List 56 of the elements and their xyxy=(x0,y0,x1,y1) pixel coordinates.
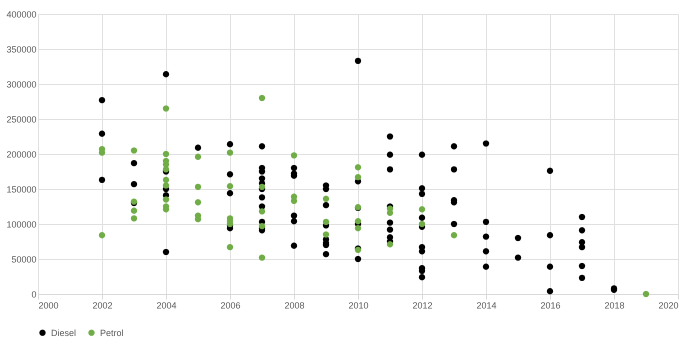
point xyxy=(130,208,138,214)
point xyxy=(130,147,138,154)
point xyxy=(290,152,298,159)
legend-label: Petrol xyxy=(100,328,124,338)
y-tick-label: 150000 xyxy=(6,184,36,194)
point xyxy=(162,105,170,112)
x-tick-label: 2010 xyxy=(348,300,369,310)
point xyxy=(162,150,170,158)
point xyxy=(226,183,234,190)
point xyxy=(162,176,170,184)
y-tick-label: 350000 xyxy=(6,44,36,54)
point xyxy=(258,222,266,230)
x-tick-label: 2000 xyxy=(38,300,59,310)
point xyxy=(354,174,362,180)
x-tick-label: 2002 xyxy=(92,300,113,310)
point xyxy=(162,196,170,203)
point xyxy=(322,218,330,226)
x-tick-label: 2004 xyxy=(156,300,177,310)
point xyxy=(226,244,234,250)
y-tick-label: 100000 xyxy=(6,220,36,230)
y-tick-label: 0 xyxy=(31,290,36,300)
x-tick-label: 2008 xyxy=(284,300,305,310)
point xyxy=(194,199,202,206)
x-tick-label: 2014 xyxy=(476,300,497,310)
point xyxy=(194,154,202,160)
point xyxy=(386,241,394,248)
x-tick-label: 2006 xyxy=(220,300,241,310)
point xyxy=(418,206,426,212)
point xyxy=(290,198,298,204)
point xyxy=(354,164,362,170)
x-tick-label: 2020 xyxy=(658,300,678,310)
point xyxy=(162,182,170,189)
point xyxy=(386,210,394,216)
point xyxy=(354,225,362,232)
point xyxy=(130,215,138,222)
y-tick-label: 200000 xyxy=(6,150,36,160)
point xyxy=(322,196,330,202)
x-tick-label: 2012 xyxy=(412,300,433,310)
x-tick-label: 2016 xyxy=(540,300,561,310)
y-tick-label: 300000 xyxy=(6,80,36,90)
point xyxy=(418,220,426,228)
y-tick-label: 400000 xyxy=(6,10,36,20)
y-tick-label: 250000 xyxy=(6,114,36,124)
point xyxy=(258,94,266,102)
legend-label: Diesel xyxy=(51,328,76,338)
x-tick-label: 2018 xyxy=(604,300,625,310)
point xyxy=(322,231,330,238)
point xyxy=(450,232,458,238)
y-tick-label: 50000 xyxy=(11,254,36,264)
point xyxy=(642,290,650,298)
point xyxy=(354,218,362,224)
point xyxy=(98,232,106,238)
point xyxy=(258,254,266,261)
point xyxy=(258,208,266,215)
point xyxy=(226,149,234,156)
point xyxy=(194,184,202,190)
